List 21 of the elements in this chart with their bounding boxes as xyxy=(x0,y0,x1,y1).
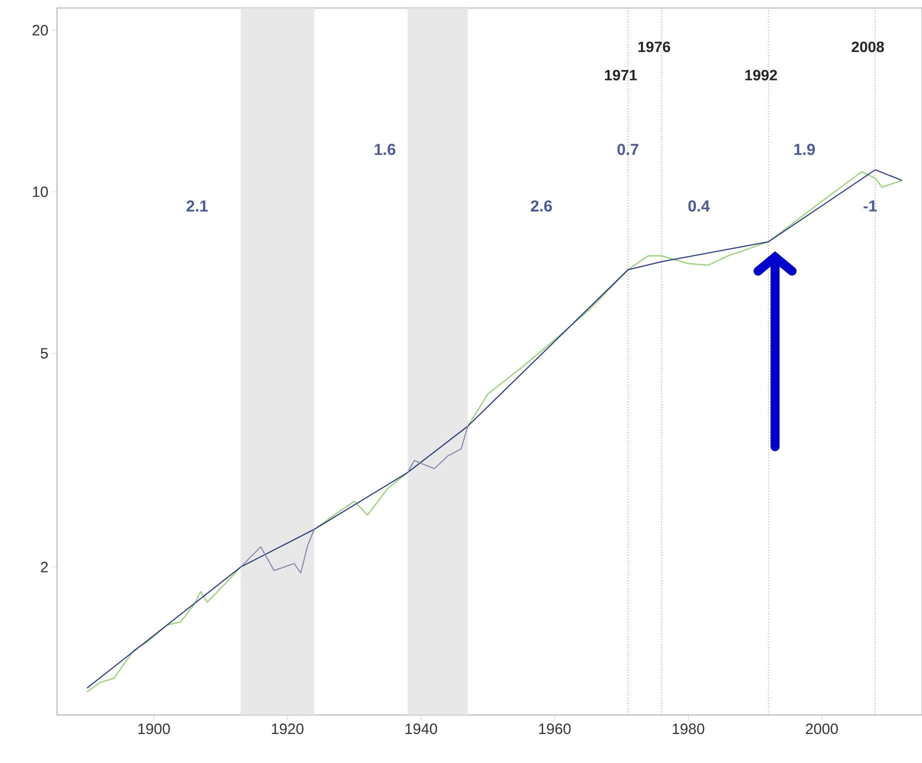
ref-line-label: 1992 xyxy=(745,70,777,80)
x-tick-label: 1940 xyxy=(406,724,438,734)
y-tick-label: 10 xyxy=(33,186,48,198)
annotation: 0.7 xyxy=(617,144,638,156)
y-tick-label: 2 xyxy=(40,562,48,572)
ref-line-label: 1971 xyxy=(604,70,637,80)
annotation: 1.6 xyxy=(374,144,396,156)
annotation: 1.9 xyxy=(794,144,815,156)
x-tick-label: 1900 xyxy=(138,724,170,734)
ref-line-label: 2008 xyxy=(852,42,884,52)
y-tick-label: 5 xyxy=(40,348,48,359)
annotation: 2.6 xyxy=(530,200,552,212)
annotation: 2.1 xyxy=(186,200,208,212)
x-tick-label: 2000 xyxy=(806,724,838,734)
y-tick-label: 20 xyxy=(32,24,48,36)
ref-line-label: 1976 xyxy=(638,42,670,52)
annotation: -1 xyxy=(864,200,877,212)
x-tick-label: 1980 xyxy=(672,724,704,734)
annotation: 0.4 xyxy=(688,200,710,212)
x-tick-label: 1960 xyxy=(539,724,571,734)
x-tick-label: 1920 xyxy=(272,724,304,734)
